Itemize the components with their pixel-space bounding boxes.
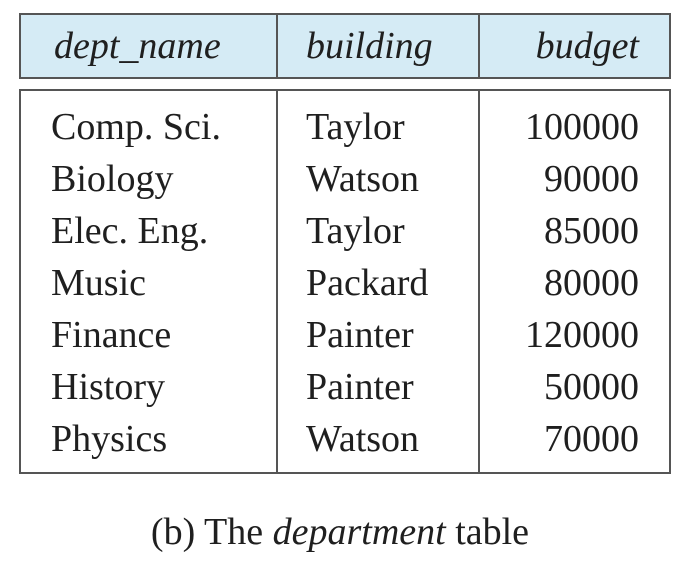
cell-dept-name: Finance <box>51 314 172 356</box>
caption-prefix: (b) The <box>150 511 273 553</box>
cell-budget: 100000 <box>525 106 639 148</box>
caption-emphasis: department <box>272 511 446 553</box>
table-caption: (b) The department table <box>0 510 680 554</box>
table-row: Physics Watson 70000 <box>21 413 669 465</box>
column-divider <box>478 91 480 472</box>
cell-building: Painter <box>306 314 414 356</box>
cell-building: Watson <box>306 418 420 460</box>
table-row: Biology Watson 90000 <box>21 153 669 205</box>
table-row: Finance Painter 120000 <box>21 309 669 361</box>
cell-dept-name: Elec. Eng. <box>51 210 209 252</box>
column-header-budget: budget <box>535 25 639 67</box>
cell-budget: 50000 <box>544 366 639 408</box>
cell-budget: 120000 <box>525 314 639 356</box>
table-row: Comp. Sci. Taylor 100000 <box>21 101 669 153</box>
table-row: Music Packard 80000 <box>21 257 669 309</box>
table-row: Elec. Eng. Taylor 85000 <box>21 205 669 257</box>
cell-budget: 80000 <box>544 262 639 304</box>
column-divider <box>276 91 278 472</box>
cell-building: Painter <box>306 366 414 408</box>
cell-budget: 70000 <box>544 418 639 460</box>
column-divider <box>478 15 480 77</box>
caption-suffix: table <box>445 511 530 553</box>
cell-dept-name: Music <box>51 262 146 304</box>
cell-dept-name: Biology <box>51 158 174 200</box>
cell-building: Watson <box>306 158 420 200</box>
table-header: dept_name building budget <box>19 13 671 79</box>
column-divider <box>276 15 278 77</box>
column-header-dept-name: dept_name <box>54 25 221 67</box>
cell-dept-name: History <box>51 366 165 408</box>
cell-building: Taylor <box>306 106 405 148</box>
table-body: Comp. Sci. Taylor 100000 Biology Watson … <box>19 89 671 474</box>
cell-dept-name: Comp. Sci. <box>51 106 221 148</box>
cell-dept-name: Physics <box>51 418 168 460</box>
cell-budget: 85000 <box>544 210 639 252</box>
cell-building: Taylor <box>306 210 405 252</box>
column-header-building: building <box>306 25 433 67</box>
cell-budget: 90000 <box>544 158 639 200</box>
table-row: History Painter 50000 <box>21 361 669 413</box>
cell-building: Packard <box>306 262 429 304</box>
